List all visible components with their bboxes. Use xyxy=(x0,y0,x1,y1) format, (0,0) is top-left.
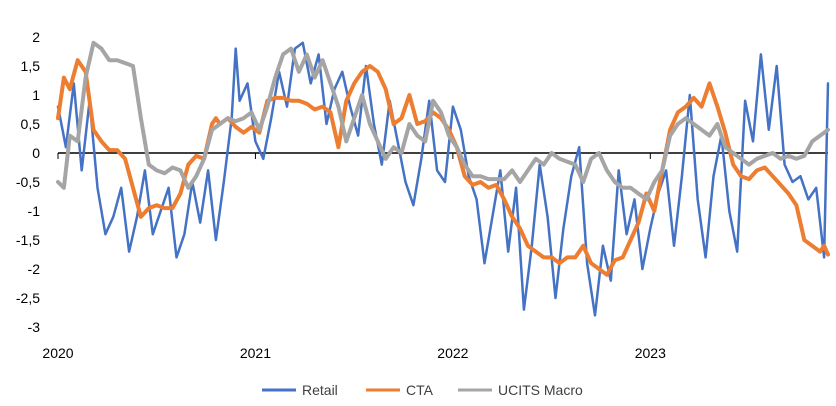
legend-label-retail: Retail xyxy=(302,382,338,398)
y-tick-label: 1 xyxy=(32,87,40,103)
legend-label-ucits-macro: UCITS Macro xyxy=(498,382,583,398)
y-tick-label: 1,5 xyxy=(21,58,41,74)
x-tick-label: 2021 xyxy=(240,345,271,361)
series-lines xyxy=(56,40,830,317)
x-axis-ticks: 2020 2021 2022 2023 xyxy=(42,345,666,361)
y-tick-label: -2 xyxy=(28,261,41,277)
y-tick-label: 0 xyxy=(32,145,40,161)
y-tick-label: -1 xyxy=(28,203,41,219)
axes xyxy=(57,152,828,159)
legend: Retail CTA UCITS Macro xyxy=(262,382,583,398)
x-tick-label: 2022 xyxy=(437,345,468,361)
y-tick-label: -1,5 xyxy=(16,232,40,248)
y-tick-label: 0,5 xyxy=(21,116,41,132)
series-line-ucits-macro xyxy=(56,40,830,202)
y-tick-label: -2,5 xyxy=(16,290,40,306)
series-line-retail xyxy=(56,41,830,317)
legend-label-cta: CTA xyxy=(406,382,434,398)
y-tick-label: 2 xyxy=(32,29,40,45)
y-tick-label: -3 xyxy=(28,319,41,335)
x-tick-label: 2020 xyxy=(42,345,73,361)
y-axis-ticks: 2 1,5 1 0,5 0 -0,5 -1 -1,5 -2 -2,5 -3 xyxy=(16,29,40,335)
x-tick-label: 2023 xyxy=(635,345,666,361)
y-tick-label: -0,5 xyxy=(16,174,40,190)
